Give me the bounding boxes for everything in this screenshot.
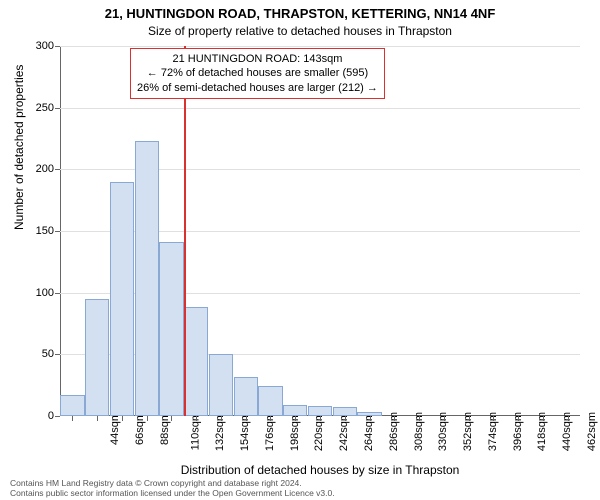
x-tick [568, 416, 569, 421]
histogram-bar [159, 242, 183, 416]
y-tick-label: 0 [18, 410, 54, 422]
x-tick [469, 416, 470, 421]
histogram-bar [85, 299, 109, 416]
x-tick [147, 416, 148, 421]
x-tick-label: 66sqm [134, 412, 146, 445]
y-tick-label: 200 [18, 163, 54, 175]
x-tick [295, 416, 296, 421]
x-tick [246, 416, 247, 421]
x-tick [171, 416, 172, 421]
histogram-bar [184, 307, 208, 416]
chart-container: 21, HUNTINGDON ROAD, THRAPSTON, KETTERIN… [0, 0, 600, 500]
x-tick-label: 44sqm [109, 412, 121, 445]
histogram-bar [333, 407, 357, 416]
x-tick [419, 416, 420, 421]
grid-line [60, 46, 580, 47]
annotation-line2: ← 72% of detached houses are smaller (59… [137, 66, 378, 80]
x-tick [221, 416, 222, 421]
histogram-bar [234, 377, 258, 416]
y-tick [55, 108, 60, 109]
marker-vline [184, 46, 186, 416]
annotation-line1: 21 HUNTINGDON ROAD: 143sqm [137, 52, 378, 66]
y-tick-label: 50 [18, 348, 54, 360]
histogram-bar [283, 405, 307, 416]
x-tick-label: 462sqm [586, 412, 598, 451]
x-axis-label: Distribution of detached houses by size … [60, 463, 580, 477]
x-tick [370, 416, 371, 421]
y-tick-label: 300 [18, 40, 54, 52]
grid-line [60, 108, 580, 109]
chart-title-line1: 21, HUNTINGDON ROAD, THRAPSTON, KETTERIN… [0, 6, 600, 21]
x-tick [444, 416, 445, 421]
y-axis-label: Number of detached properties [12, 65, 26, 230]
x-tick [320, 416, 321, 421]
histogram-bar [110, 182, 134, 416]
footer-text: Contains HM Land Registry data © Crown c… [10, 478, 335, 498]
y-tick [55, 169, 60, 170]
histogram-bar [209, 354, 233, 416]
y-tick [55, 293, 60, 294]
plot-area: 05010015020025030044sqm66sqm88sqm110sqm1… [60, 46, 580, 416]
footer-line2: Contains public sector information licen… [10, 488, 335, 498]
histogram-bar [60, 395, 84, 416]
x-tick [518, 416, 519, 421]
histogram-bar [135, 141, 159, 416]
y-tick [55, 231, 60, 232]
y-tick [55, 416, 60, 417]
x-tick-label: 110sqm [189, 412, 201, 450]
footer-line1: Contains HM Land Registry data © Crown c… [10, 478, 335, 488]
x-tick [196, 416, 197, 421]
x-tick [122, 416, 123, 421]
x-tick [345, 416, 346, 421]
y-tick [55, 46, 60, 47]
x-tick [394, 416, 395, 421]
x-tick [543, 416, 544, 421]
x-tick [493, 416, 494, 421]
x-tick [270, 416, 271, 421]
y-tick-label: 250 [18, 102, 54, 114]
chart-title-line2: Size of property relative to detached ho… [0, 24, 600, 38]
x-tick [72, 416, 73, 421]
annotation-box: 21 HUNTINGDON ROAD: 143sqm ← 72% of deta… [130, 48, 385, 99]
annotation-line3: 26% of semi-detached houses are larger (… [137, 81, 378, 95]
histogram-bar [258, 386, 282, 416]
y-tick-label: 100 [18, 287, 54, 299]
x-tick-label: 88sqm [159, 412, 171, 445]
histogram-bar [308, 406, 332, 416]
y-tick [55, 354, 60, 355]
x-tick [97, 416, 98, 421]
y-tick-label: 150 [18, 225, 54, 237]
